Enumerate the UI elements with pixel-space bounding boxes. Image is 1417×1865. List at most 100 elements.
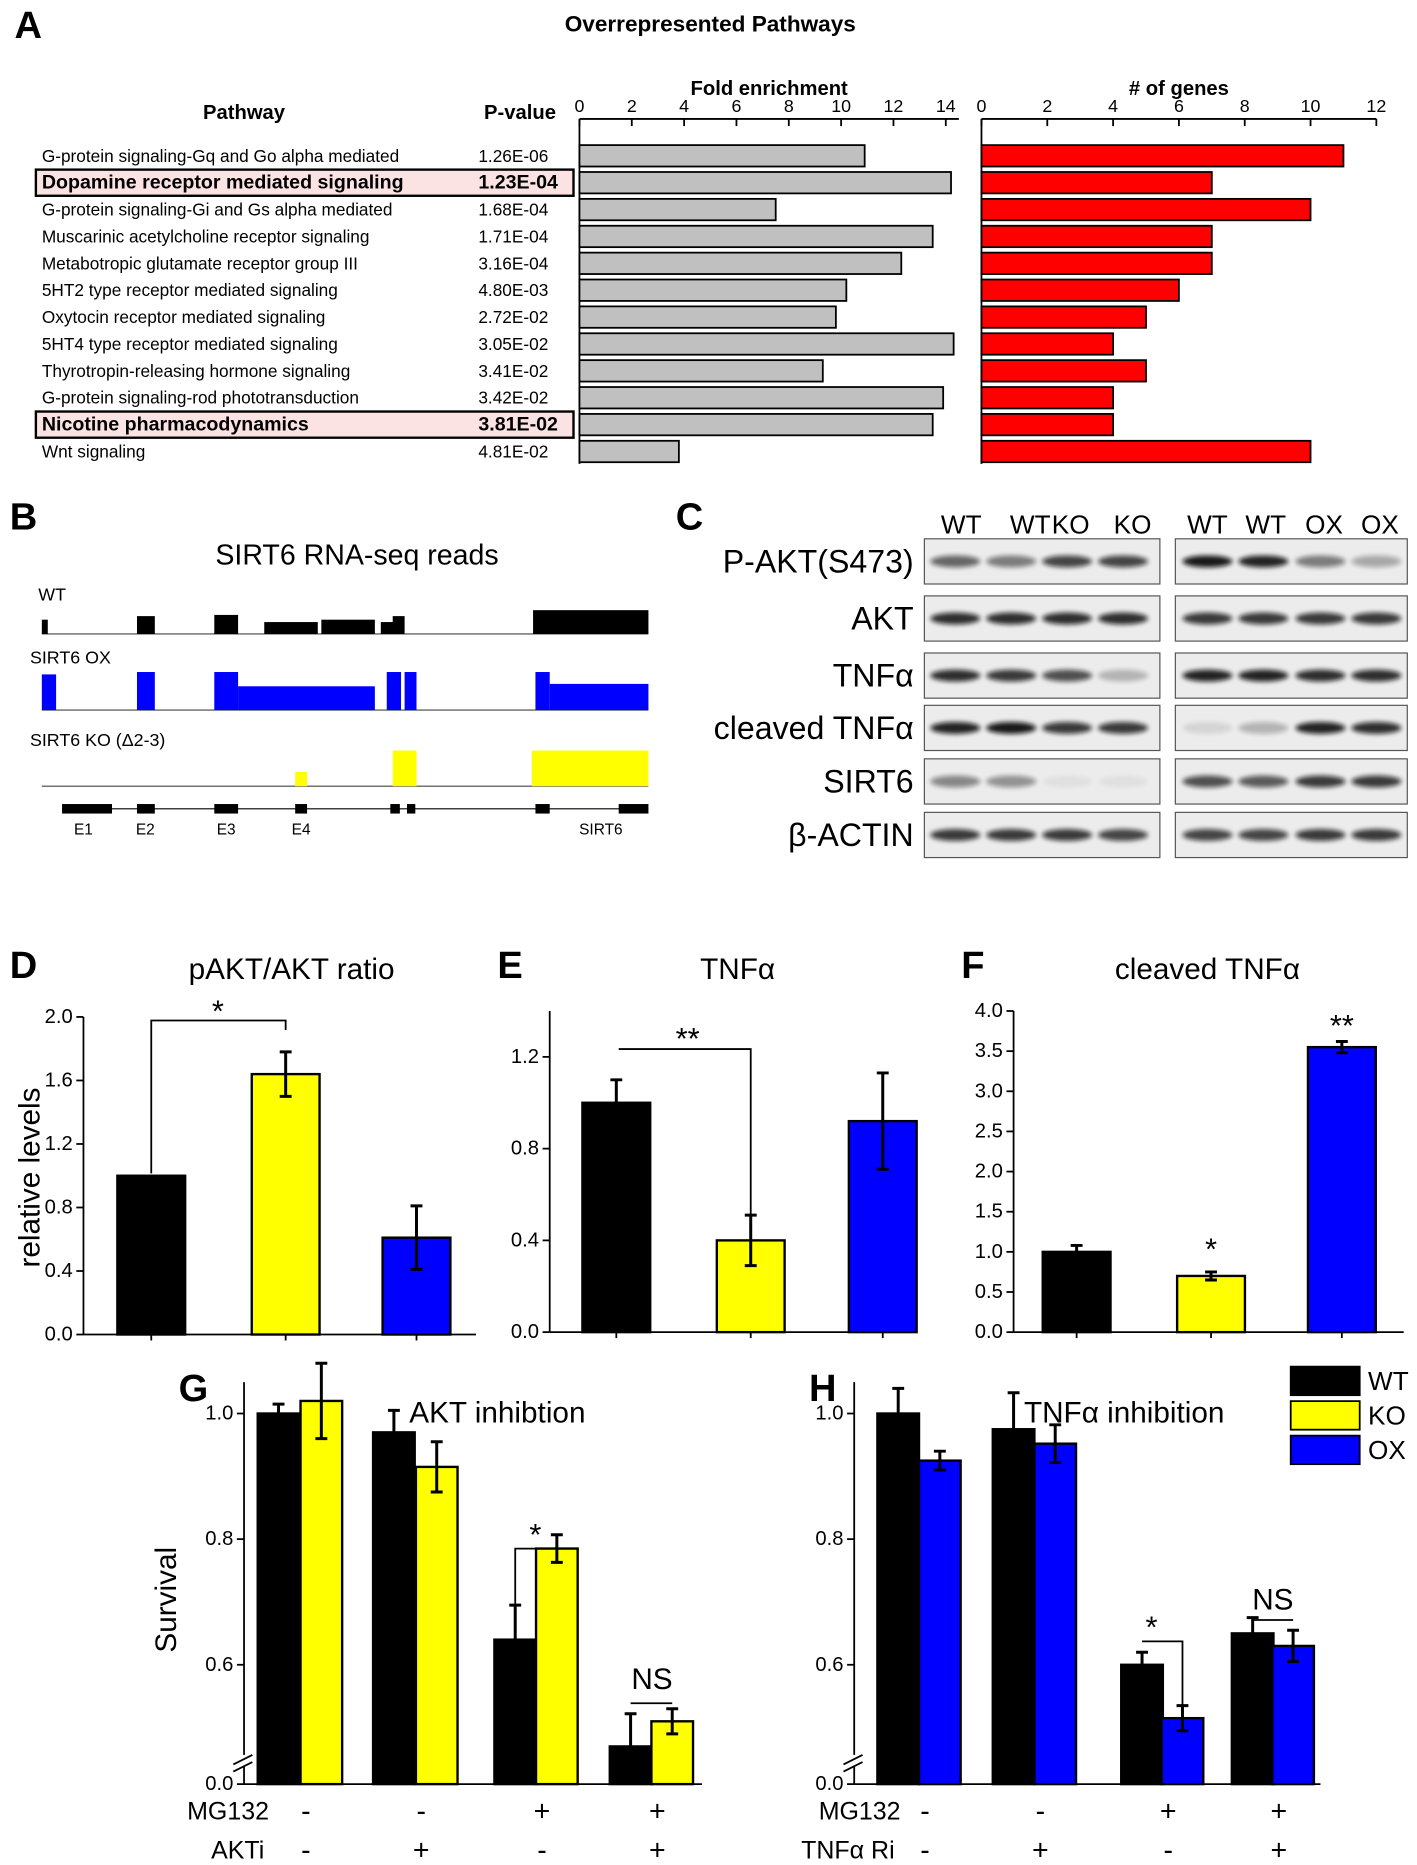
coverage	[264, 622, 318, 634]
highlight-box	[34, 168, 575, 197]
bar	[876, 1412, 921, 1786]
blot-label: SIRT6	[823, 763, 913, 799]
blot-band	[986, 612, 1037, 625]
error-bar	[387, 1408, 400, 1456]
bar	[980, 386, 1114, 410]
pvalue: 3.16E-04	[478, 253, 548, 273]
exon-label: SIRT6	[579, 822, 623, 839]
panel-label: A	[14, 5, 41, 47]
pathway-name: Dopamine receptor mediated signaling	[42, 172, 404, 194]
error-bar	[272, 1402, 285, 1425]
pathway-name: Nicotine pharmacodynamics	[42, 414, 309, 436]
pvalue: 1.71E-04	[478, 226, 548, 246]
condition-level: +	[649, 1795, 666, 1827]
pvalue: 3.42E-02	[478, 388, 548, 408]
lane-label: OX	[1361, 510, 1399, 540]
condition-level: +	[413, 1835, 430, 1865]
condition-level: -	[920, 1835, 930, 1865]
exon	[535, 804, 550, 814]
bar	[991, 1428, 1036, 1786]
blot-band	[1351, 829, 1402, 841]
error-bar	[430, 1440, 443, 1494]
x-tick-label: 8	[1240, 96, 1250, 116]
bar	[980, 224, 1213, 249]
coverage	[238, 686, 375, 711]
bar	[1120, 1663, 1165, 1786]
condition-level: +	[1160, 1795, 1177, 1827]
blot-band	[986, 669, 1037, 682]
blot-band	[1238, 612, 1289, 625]
pathway-name: G-protein signaling-Gq and Go alpha medi…	[42, 146, 399, 166]
blot-band	[1295, 775, 1346, 788]
pvalue: 1.23E-04	[478, 172, 558, 194]
annotation: NS	[1252, 1583, 1293, 1616]
blot-band	[1351, 612, 1402, 625]
y-tick-label: 1.0	[815, 1403, 843, 1425]
lane-label: WT	[941, 510, 982, 540]
coverage	[41, 674, 57, 711]
blot-band	[1042, 829, 1093, 841]
x-tick-label: 6	[731, 96, 741, 116]
error-bar	[1287, 1628, 1300, 1664]
blot-band	[930, 555, 981, 568]
error-bar	[410, 1204, 423, 1271]
blot-band	[1098, 555, 1148, 568]
blot-band	[1351, 721, 1402, 734]
y-tick-label: 1.5	[975, 1201, 1003, 1223]
exon-label: E2	[136, 822, 155, 839]
bar	[1175, 1274, 1247, 1334]
blot-band	[1351, 669, 1402, 682]
y-tick-label: 0.8	[815, 1528, 843, 1550]
blot-band	[986, 721, 1037, 734]
x-tick-label: 0	[574, 96, 584, 116]
coverage	[41, 619, 48, 634]
y-tick-label: 4.0	[975, 1000, 1003, 1022]
coverage	[531, 750, 649, 787]
panel-label: C	[676, 496, 703, 538]
y-tick-label: 2.0	[45, 1006, 73, 1028]
condition-label: AKTi	[211, 1837, 264, 1865]
legend-swatch	[1289, 1365, 1361, 1397]
condition-label: MG132	[187, 1797, 269, 1825]
panel-label: D	[10, 945, 37, 987]
y-tick-label: 2.0	[975, 1161, 1003, 1183]
y-axis-title: Survival	[150, 1547, 183, 1653]
bracket	[618, 1048, 752, 1237]
annotation: **	[1330, 1008, 1354, 1043]
highlight-box	[34, 410, 575, 439]
condition-level: -	[1036, 1795, 1046, 1827]
bar	[578, 144, 866, 168]
panel-label: H	[809, 1368, 836, 1410]
blot-label: P-AKT(S473)	[723, 543, 914, 579]
blot-band	[1295, 829, 1346, 841]
y-tick-label: 0.8	[511, 1138, 539, 1160]
blot-band	[930, 669, 981, 682]
annotation: *	[212, 994, 224, 1029]
bar	[299, 1399, 344, 1786]
pathway-name: G-protein signaling-rod phototransductio…	[42, 388, 359, 408]
y-tick-label: 0.0	[511, 1321, 539, 1343]
condition-level: +	[534, 1795, 551, 1827]
coverage	[380, 622, 399, 634]
bracket	[1142, 1640, 1184, 1713]
pvalue: 1.26E-06	[478, 146, 548, 166]
blot-band	[1238, 669, 1289, 682]
bar	[980, 439, 1312, 464]
y-tick-label: 0.5	[975, 1281, 1003, 1303]
coverage	[549, 683, 649, 711]
y-tick-label: 0.0	[975, 1321, 1003, 1343]
track-label: SIRT6 OX	[30, 648, 111, 668]
bar	[980, 332, 1114, 356]
panel-label: G	[179, 1368, 209, 1410]
blot-band	[1182, 555, 1233, 568]
condition-label: MG132	[819, 1797, 901, 1825]
bar	[116, 1174, 187, 1336]
y-tick-label: 3.0	[975, 1080, 1003, 1102]
bar	[980, 197, 1312, 222]
axis-break-gap	[844, 1754, 864, 1767]
legend-label: WT	[1368, 1366, 1409, 1396]
pathway-header: Pathway	[203, 102, 286, 124]
bar	[578, 197, 777, 222]
